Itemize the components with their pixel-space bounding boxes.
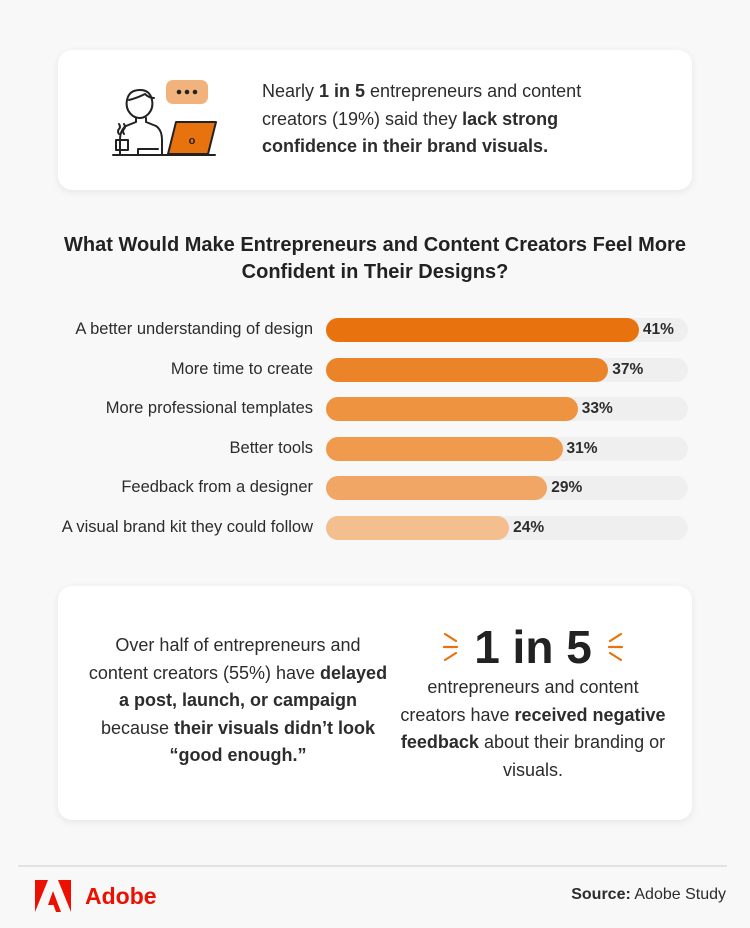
top-stat-text: Nearly 1 in 5 entrepreneurs and content …	[262, 78, 622, 161]
laptop-screen-glyph: o	[189, 135, 196, 147]
value-label: 31%	[566, 440, 598, 457]
bar-row: Better tools 31%	[0, 437, 750, 461]
emphasis-text: 1 in 5	[319, 81, 366, 101]
chart-title: What Would Make Entrepreneurs and Conten…	[64, 234, 686, 283]
category-label: A visual brand kit they could follow	[61, 518, 313, 536]
value-label: 29%	[551, 479, 583, 496]
category-label: Better tools	[229, 439, 313, 457]
emphasis-text: delayed a post, launch, or campaign	[118, 662, 388, 711]
bar-row: More professional templates 33%	[0, 397, 750, 421]
bar-row: More time to create 37%	[0, 358, 750, 382]
category-label: A better understanding of design	[75, 320, 313, 338]
bar-row: A visual brand kit they could follow 24%	[0, 516, 750, 540]
emphasis-text: lack strong confidence in their brand vi…	[262, 108, 559, 157]
negative-feedback-text: entrepreneurs and content creators have …	[398, 674, 668, 784]
burst-left-icon	[443, 632, 459, 662]
bar	[326, 358, 609, 382]
bar	[326, 318, 639, 342]
source-label: Source:	[571, 886, 631, 903]
value-label: 37%	[612, 361, 644, 378]
body-text: Nearly	[262, 81, 320, 101]
bar	[326, 476, 548, 500]
body-text: entrepreneurs and content creators (19%)…	[262, 81, 582, 129]
body-text: Over half of entrepreneurs and content c…	[88, 635, 361, 683]
adobe-logo: Adobe	[35, 880, 157, 912]
body-text: because	[100, 717, 174, 738]
value-label: 33%	[581, 400, 613, 417]
big-stat-number: 1 in 5	[474, 621, 592, 673]
delayed-post-stat: Over half of entrepreneurs and content c…	[88, 632, 388, 770]
source-note: Source: Adobe Study	[571, 886, 726, 904]
bar	[326, 516, 510, 540]
bar-row: Feedback from a designer 29%	[0, 476, 750, 500]
bar-row: A better understanding of design 41%	[0, 318, 750, 342]
category-label: More time to create	[170, 360, 313, 378]
adobe-wordmark: Adobe	[85, 882, 157, 909]
category-label: More professional templates	[105, 399, 313, 417]
top-stat-card: Nearly 1 in 5 entrepreneurs and content …	[58, 50, 692, 190]
burst-right-icon	[607, 632, 623, 662]
footer-divider	[18, 865, 727, 867]
body-text: entrepreneurs and content creators have	[400, 677, 639, 725]
value-label: 41%	[642, 321, 674, 338]
bottom-stats-card: Over half of entrepreneurs and content c…	[58, 586, 692, 820]
negative-feedback-stat: 1 in 5 entrepreneurs and content creator…	[398, 622, 668, 784]
person-at-laptop-icon: o	[108, 74, 228, 160]
bar	[326, 437, 563, 461]
adobe-logo-icon	[35, 880, 71, 912]
emphasis-text: their visuals didn’t look “good enough.”	[169, 717, 376, 766]
bar	[326, 397, 578, 421]
category-label: Feedback from a designer	[121, 478, 313, 496]
value-label: 24%	[513, 519, 545, 536]
emphasis-text: received negative feedback	[400, 704, 666, 753]
source-value: Adobe Study	[630, 886, 726, 903]
body-text: about their branding or visuals.	[478, 732, 666, 780]
big-stat: 1 in 5	[398, 622, 668, 672]
